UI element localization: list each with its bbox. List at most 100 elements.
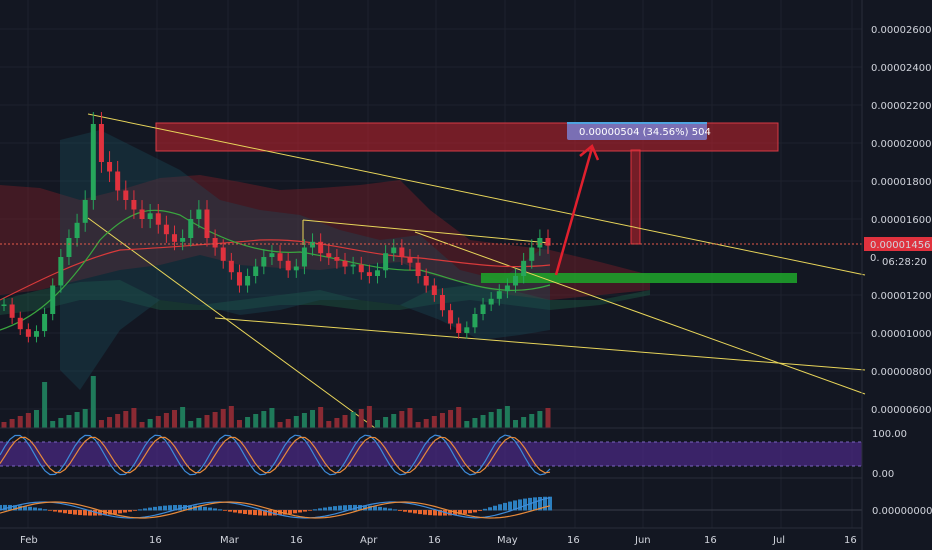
macd-hist-bar	[468, 510, 472, 514]
candle-body	[456, 323, 462, 333]
volume-bar	[456, 407, 462, 428]
candle-body	[537, 238, 543, 248]
price-tick-label: 0.00001200	[871, 291, 931, 302]
macd-hist-bar	[183, 504, 187, 511]
stochastic-panel	[0, 427, 862, 476]
volume-bar	[529, 414, 535, 428]
candle-body	[204, 209, 210, 238]
price-tick-label: 0.00001800	[871, 177, 931, 188]
volume-bar	[25, 413, 31, 428]
candle-body	[545, 238, 551, 246]
macd-hist-bar	[493, 505, 497, 511]
candle-body	[439, 295, 445, 311]
candle-body	[415, 262, 421, 276]
macd-hist-bar	[148, 507, 152, 511]
macd-hist-bar	[523, 498, 527, 511]
macd-hist-bar	[433, 510, 437, 516]
last-price-tag: 0.00001456 0. 06:28:20	[864, 237, 932, 268]
volume-bar	[90, 376, 96, 428]
candle-body	[488, 298, 494, 305]
candle-body	[123, 190, 129, 200]
macd-hist-bar	[273, 510, 277, 516]
macd-hist-bar	[208, 507, 212, 511]
volume-bar	[374, 420, 380, 428]
volume-bar	[318, 407, 324, 428]
target-arrow	[554, 143, 600, 276]
volume-bar	[326, 421, 332, 428]
candle-body	[17, 317, 23, 330]
macd-hist-bar	[313, 509, 317, 511]
candle-body	[82, 200, 88, 223]
macd-hist-bar	[163, 505, 167, 511]
volume-bar	[448, 410, 454, 428]
candle-body	[529, 247, 535, 261]
macd-hist-bar	[248, 510, 252, 515]
last-price-tick: 0.	[870, 253, 880, 264]
price-tick-label: 0.00002000	[871, 139, 931, 150]
macd-hist-bar	[188, 505, 192, 511]
candles	[1, 112, 551, 343]
macd-hist-bar	[398, 510, 402, 511]
candle-body	[220, 247, 226, 261]
volume-bar	[172, 410, 178, 428]
macd-hist-bar	[68, 510, 72, 514]
volume-bar	[74, 412, 80, 428]
candle-body	[131, 200, 137, 210]
volume-bar	[245, 417, 251, 428]
volume-bar	[9, 419, 15, 428]
macd-hist-bar	[23, 506, 27, 511]
candle-body	[383, 253, 389, 271]
volume-bar	[253, 414, 259, 428]
macd-hist-bar	[463, 510, 467, 514]
macd-hist-bar	[143, 508, 147, 511]
candle-body	[236, 272, 242, 286]
macd-hist-bar	[518, 499, 522, 511]
ichimoku-cloud	[0, 130, 650, 390]
macd-hist-bar	[28, 506, 32, 511]
volume-bar	[155, 416, 161, 428]
volume-bar	[261, 411, 267, 428]
candle-body	[496, 291, 502, 299]
volume-bar	[431, 416, 437, 428]
volume-bar	[415, 422, 421, 428]
macd-hist-bar	[83, 510, 87, 516]
macd-hist-bar	[38, 508, 42, 511]
volume-bar	[33, 410, 39, 428]
volume-bar	[391, 414, 397, 428]
volume-bar	[496, 409, 502, 428]
macd-hist-bar	[358, 505, 362, 511]
price-tick-label: 0.00000600	[871, 405, 931, 416]
macd-hist-bar	[138, 509, 142, 511]
macd-hist-bar	[218, 509, 222, 511]
time-tick-label: Jun	[634, 535, 651, 546]
macd-hist-bar	[58, 510, 62, 513]
macd-hist-bar	[178, 504, 182, 511]
volume-bar	[488, 412, 494, 428]
candle-body	[350, 264, 356, 267]
time-tick-label: Jul	[772, 535, 785, 546]
candle-body	[58, 257, 64, 286]
macd-hist-bar	[123, 510, 127, 513]
macd-hist-bar	[293, 510, 297, 514]
macd-hist-bar	[538, 496, 542, 511]
volume-bar	[521, 417, 527, 428]
volume-bar	[163, 413, 169, 428]
volume-bar	[131, 408, 137, 428]
candle-body	[9, 304, 15, 318]
macd-hist-bar	[78, 510, 82, 516]
time-tick-label: 16	[428, 535, 441, 546]
macd-hist-bar	[0, 505, 2, 511]
volume-bar	[188, 421, 194, 428]
price-tick-label: 0.00002200	[871, 101, 931, 112]
macd-hist-bar	[258, 510, 262, 516]
volume-bar	[285, 419, 291, 428]
macd-hist-bar	[303, 510, 307, 512]
candle-body	[480, 304, 486, 314]
volume-bar	[123, 411, 129, 428]
candle-body	[25, 329, 31, 337]
macd-hist-bar	[193, 505, 197, 511]
macd-level: 0.00000000	[872, 506, 932, 517]
candle-body	[172, 234, 178, 242]
price-axis: 0.00002600 0.00002400 0.00002200 0.00002000…	[871, 25, 931, 416]
